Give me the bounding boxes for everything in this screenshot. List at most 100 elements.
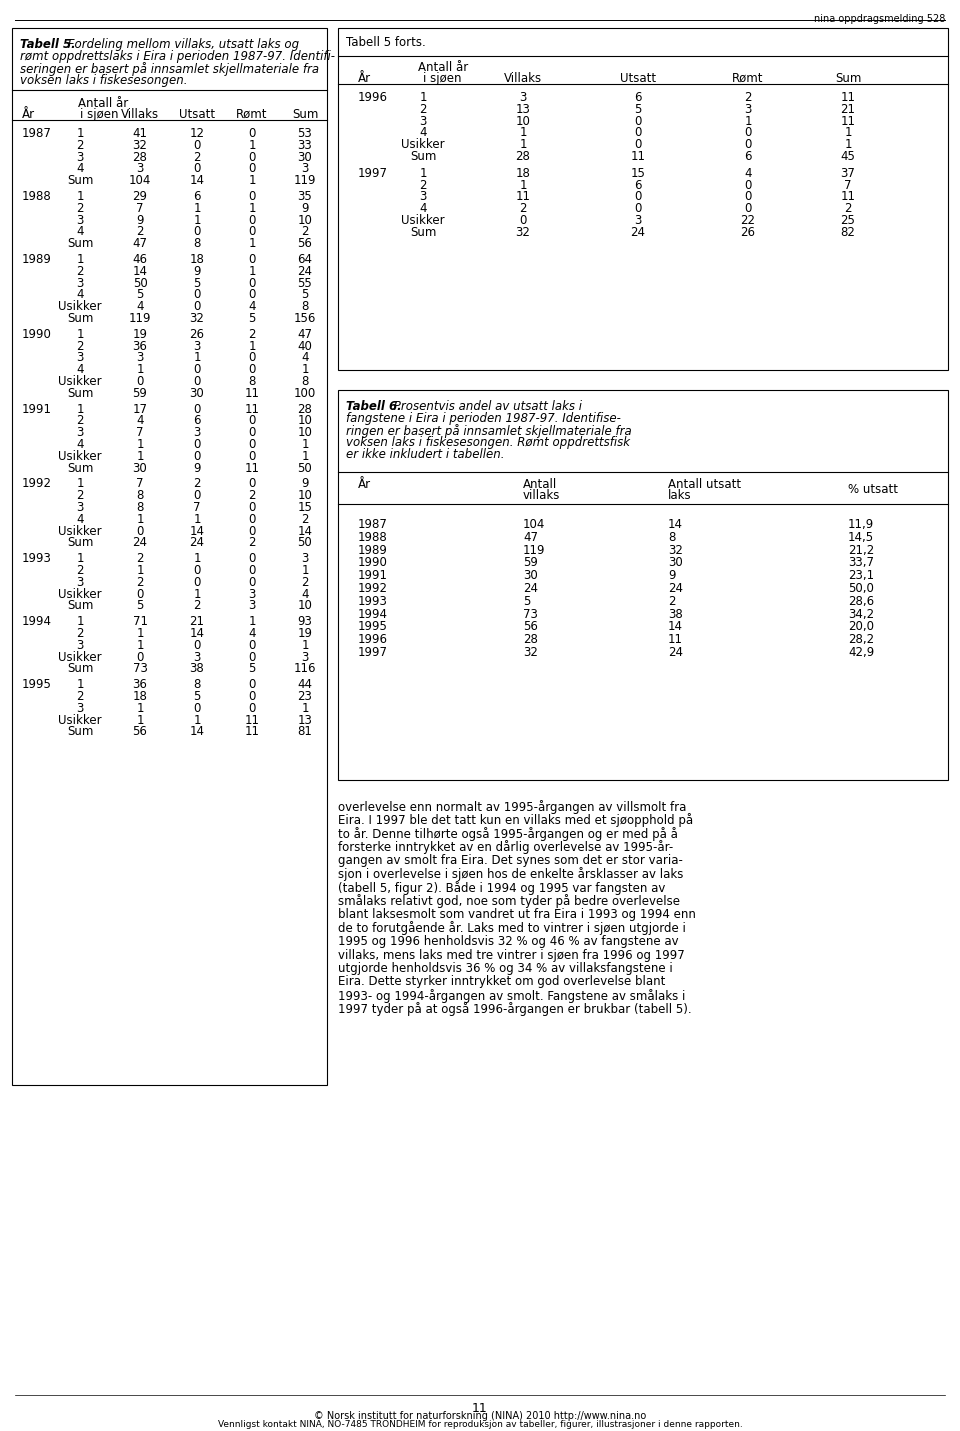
Text: 0: 0: [249, 552, 255, 565]
Text: 0: 0: [193, 575, 201, 588]
Text: 15: 15: [631, 167, 645, 180]
Text: Rømt: Rømt: [732, 72, 764, 84]
Bar: [12, 29, 327, 1085]
Text: 0: 0: [744, 202, 752, 215]
Text: 0: 0: [249, 564, 255, 577]
Text: 0: 0: [193, 363, 201, 376]
Text: 1: 1: [76, 478, 84, 491]
Text: 1992: 1992: [358, 582, 388, 595]
Text: 5: 5: [136, 289, 144, 302]
Text: Sum: Sum: [410, 150, 436, 163]
Text: nina oppdragsmelding 528: nina oppdragsmelding 528: [814, 14, 945, 24]
Text: 32: 32: [516, 226, 531, 239]
Text: 0: 0: [193, 638, 201, 651]
Text: 3: 3: [76, 213, 84, 226]
Text: Eira. I 1997 ble det tatt kun en villaks med et sjøopphold på: Eira. I 1997 ble det tatt kun en villaks…: [338, 813, 693, 827]
Text: 11: 11: [668, 633, 683, 647]
Text: 4: 4: [76, 363, 84, 376]
Text: 33,7: 33,7: [848, 557, 874, 570]
Text: 0: 0: [249, 478, 255, 491]
Text: 1997: 1997: [358, 167, 388, 180]
Text: 10: 10: [298, 426, 312, 439]
Text: 4: 4: [249, 301, 255, 313]
Text: gangen av smolt fra Eira. Det synes som det er stor varia-: gangen av smolt fra Eira. Det synes som …: [338, 854, 683, 867]
Text: Sum: Sum: [67, 175, 93, 187]
Text: 24: 24: [132, 537, 148, 550]
Text: 3: 3: [249, 600, 255, 612]
Text: Usikker: Usikker: [59, 375, 102, 388]
Text: 0: 0: [193, 226, 201, 239]
Text: Sum: Sum: [67, 663, 93, 675]
Text: 3: 3: [301, 162, 309, 176]
Text: 32: 32: [523, 645, 538, 660]
Text: 50,0: 50,0: [848, 582, 874, 595]
Text: 2: 2: [193, 150, 201, 163]
Text: 5: 5: [635, 103, 641, 116]
Text: Eira. Dette styrker inntrykket om god overlevelse blant: Eira. Dette styrker inntrykket om god ov…: [338, 976, 665, 989]
Text: 14: 14: [298, 525, 313, 538]
Text: 4: 4: [76, 289, 84, 302]
Text: 24: 24: [189, 537, 204, 550]
Text: 14: 14: [132, 265, 148, 278]
Text: 19: 19: [132, 328, 148, 341]
Text: Utsatt: Utsatt: [179, 107, 215, 122]
Text: 2: 2: [844, 202, 852, 215]
Text: 3: 3: [76, 426, 84, 439]
Text: 1: 1: [420, 167, 427, 180]
Text: 28,2: 28,2: [848, 633, 875, 647]
Text: 2: 2: [76, 415, 84, 428]
Text: 0: 0: [249, 253, 255, 266]
Text: 30: 30: [298, 150, 312, 163]
Text: 3: 3: [76, 276, 84, 289]
Text: 5: 5: [193, 276, 201, 289]
Text: Sum: Sum: [67, 386, 93, 399]
Text: 14,5: 14,5: [848, 531, 875, 544]
Text: 0: 0: [635, 202, 641, 215]
Text: 3: 3: [420, 190, 426, 203]
Bar: [338, 391, 948, 780]
Text: 7: 7: [136, 478, 144, 491]
Text: 11: 11: [245, 402, 259, 415]
Text: 1: 1: [193, 588, 201, 601]
Text: 24: 24: [631, 226, 645, 239]
Text: 18: 18: [132, 690, 148, 703]
Text: 9: 9: [193, 265, 201, 278]
Text: 8: 8: [249, 375, 255, 388]
Text: 15: 15: [298, 501, 312, 514]
Text: 2: 2: [744, 92, 752, 104]
Text: 93: 93: [298, 615, 312, 628]
Text: 25: 25: [841, 215, 855, 228]
Text: 50: 50: [298, 537, 312, 550]
Text: 42,9: 42,9: [848, 645, 875, 660]
Text: 0: 0: [249, 150, 255, 163]
Text: 8: 8: [301, 375, 309, 388]
Text: 6: 6: [635, 92, 641, 104]
Text: 1992: 1992: [22, 478, 52, 491]
Text: 1: 1: [301, 449, 309, 462]
Text: Usikker: Usikker: [401, 215, 444, 228]
Text: 1: 1: [193, 552, 201, 565]
Text: 9: 9: [301, 478, 309, 491]
Text: 1991: 1991: [22, 402, 52, 415]
Text: 18: 18: [189, 253, 204, 266]
Text: 47: 47: [298, 328, 313, 341]
Text: 0: 0: [744, 139, 752, 152]
Text: 11: 11: [472, 1402, 488, 1415]
Text: 56: 56: [523, 621, 538, 634]
Text: Usikker: Usikker: [59, 714, 102, 727]
Text: 11: 11: [841, 190, 855, 203]
Text: 1: 1: [249, 339, 255, 352]
Text: 2: 2: [249, 328, 255, 341]
Text: 10: 10: [298, 489, 312, 502]
Text: 0: 0: [635, 114, 641, 127]
Text: 13: 13: [298, 714, 312, 727]
Text: 5: 5: [301, 289, 309, 302]
Text: 1: 1: [519, 126, 527, 139]
Text: Usikker: Usikker: [59, 525, 102, 538]
Text: 2: 2: [193, 478, 201, 491]
Text: 73: 73: [132, 663, 148, 675]
Text: 30: 30: [523, 570, 538, 582]
Text: 0: 0: [249, 575, 255, 588]
Text: 14: 14: [668, 518, 683, 531]
Text: blant laksesmolt som vandret ut fra Eira i 1993 og 1994 enn: blant laksesmolt som vandret ut fra Eira…: [338, 909, 696, 922]
